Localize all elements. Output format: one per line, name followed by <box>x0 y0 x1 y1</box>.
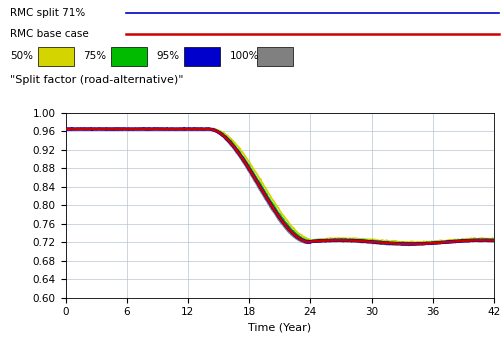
Text: RMC base case: RMC base case <box>10 29 89 39</box>
Text: RMC split 71%: RMC split 71% <box>10 8 85 18</box>
Text: 95%: 95% <box>156 51 179 62</box>
Text: 75%: 75% <box>83 51 106 62</box>
X-axis label: Time (Year): Time (Year) <box>248 323 311 333</box>
Text: 100%: 100% <box>229 51 259 62</box>
Text: "Split factor (road-alternative)": "Split factor (road-alternative)" <box>10 75 183 86</box>
Text: 50%: 50% <box>10 51 33 62</box>
